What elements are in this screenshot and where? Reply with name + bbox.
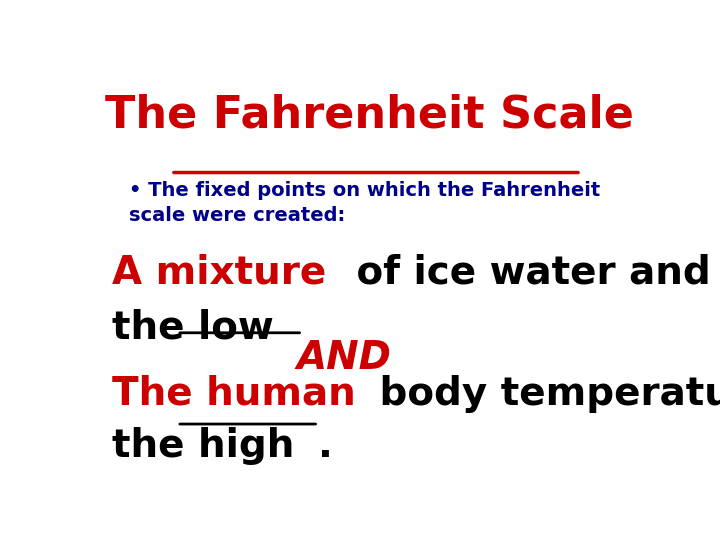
Text: The Fahrenheit Scale: The Fahrenheit Scale <box>104 94 634 137</box>
Text: .: . <box>318 427 333 464</box>
Text: body temperature as: body temperature as <box>366 375 720 413</box>
Text: the high: the high <box>112 427 294 464</box>
Text: the low: the low <box>112 308 274 346</box>
Text: A mixture: A mixture <box>112 254 327 292</box>
Text: The human: The human <box>112 375 356 413</box>
Text: of ice water and salt as: of ice water and salt as <box>343 254 720 292</box>
Text: • The fixed points on which the Fahrenheit
scale were created:: • The fixed points on which the Fahrenhe… <box>129 181 600 225</box>
Text: AND: AND <box>297 339 392 377</box>
